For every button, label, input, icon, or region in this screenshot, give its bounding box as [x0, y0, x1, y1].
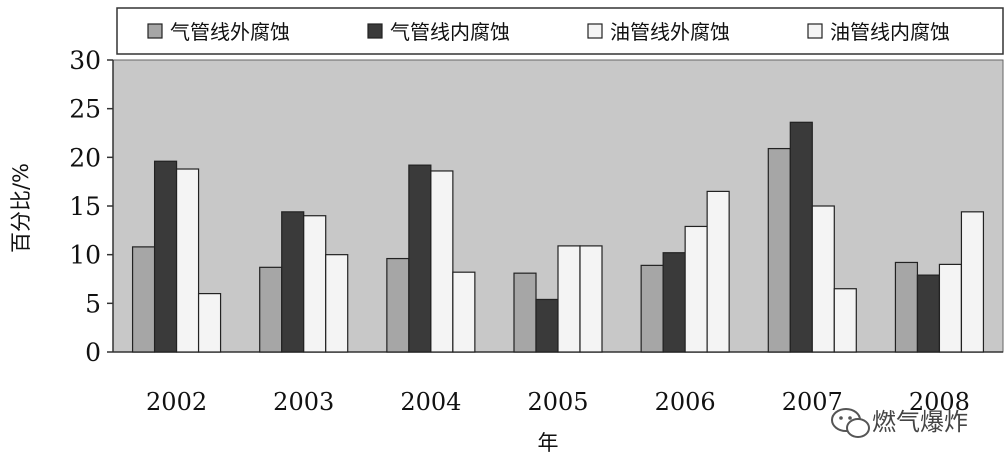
watermark-text: 燃气爆炸 — [872, 408, 968, 436]
bar-2006-series-4 — [706, 190, 730, 353]
bar-2003-series-4 — [325, 254, 349, 353]
y-tick-label: 0 — [85, 338, 101, 367]
bar-2004-series-3 — [430, 170, 454, 353]
x-category-label: 2002 — [146, 388, 207, 416]
x-category-label: 2008 — [909, 388, 970, 416]
legend-swatch — [367, 23, 383, 39]
bar-2006-series-3 — [684, 225, 708, 353]
bar-2002-series-4 — [197, 293, 222, 353]
bar-2004-series-2 — [408, 164, 432, 353]
bar-2003-series-2 — [281, 211, 305, 353]
bar-2007-series-1 — [767, 147, 791, 353]
bar-2004-series-1 — [386, 257, 410, 353]
legend-frame — [116, 7, 1004, 55]
bar-2008-series-2 — [916, 274, 941, 353]
x-category-label: 2003 — [273, 388, 334, 416]
x-axis: 2002 2003 2004 2005 2006 2007 2008 — [146, 388, 970, 416]
legend-label: 油管线内腐蚀 — [830, 20, 950, 44]
y-tick-label: 5 — [85, 289, 101, 318]
legend-swatch — [807, 23, 823, 39]
bar-2007-series-2 — [789, 121, 813, 353]
y-tick-label: 30 — [69, 46, 101, 75]
bar-2002-series-2 — [153, 160, 178, 353]
bar-2008-series-3 — [938, 263, 963, 353]
y-tick-label: 15 — [69, 192, 101, 221]
y-tick-label: 25 — [69, 95, 101, 124]
x-category-label: 2007 — [782, 388, 843, 416]
bar-2002-series-3 — [175, 168, 200, 353]
x-category-label: 2004 — [400, 388, 461, 416]
bar-2008-series-4 — [960, 211, 985, 353]
bar-2004-series-4 — [452, 271, 476, 353]
bar-2002-series-1 — [131, 246, 156, 353]
bar-2005-series-2 — [535, 298, 559, 353]
legend: 气管线外腐蚀 气管线内腐蚀 油管线外腐蚀 油管线内腐蚀 — [116, 7, 1004, 55]
bar-2003-series-1 — [259, 266, 283, 353]
y-axis-title: 百分比/% — [9, 163, 33, 253]
bar-2003-series-3 — [303, 215, 327, 353]
bar-2005-series-4 — [579, 245, 603, 353]
bar-2006-series-2 — [662, 252, 686, 353]
y-axis: 0 5 10 15 20 25 30 — [69, 46, 1003, 367]
legend-swatch — [147, 23, 163, 39]
bar-2007-series-3 — [811, 205, 835, 353]
bar-2005-series-3 — [557, 245, 581, 353]
bars — [131, 121, 985, 353]
wechat-icon — [831, 408, 870, 438]
y-tick-label: 20 — [69, 143, 101, 172]
watermark: 燃气爆炸 — [831, 408, 968, 438]
legend-label: 气管线内腐蚀 — [390, 20, 510, 44]
legend-label: 油管线外腐蚀 — [610, 20, 730, 44]
bar-2007-series-4 — [833, 288, 857, 353]
legend-label: 气管线外腐蚀 — [170, 20, 290, 44]
x-category-label: 2006 — [655, 388, 716, 416]
bar-2006-series-1 — [640, 264, 664, 353]
bar-2005-series-1 — [513, 272, 537, 353]
x-category-label: 2005 — [527, 388, 588, 416]
legend-swatch — [587, 23, 603, 39]
x-axis-title: 年 — [538, 431, 559, 455]
y-tick-label: 10 — [69, 241, 101, 270]
bar-2008-series-1 — [894, 261, 919, 353]
